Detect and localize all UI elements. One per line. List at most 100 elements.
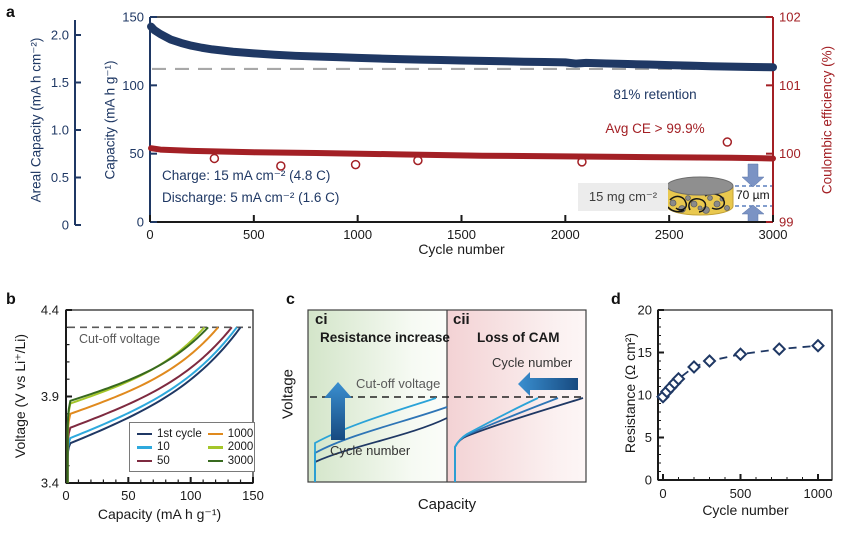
mass-loading-text: 15 mg cm⁻² xyxy=(588,189,658,204)
discharge-rate-annotation: Discharge: 5 mA cm⁻² (1.6 C) xyxy=(162,190,340,205)
panel-cii-label: cii xyxy=(453,311,470,328)
svg-text:2500: 2500 xyxy=(655,227,684,242)
capacity-axis-label: Capacity (mA h g⁻¹) xyxy=(102,60,118,180)
panel-b-label: b xyxy=(6,291,16,308)
areal-capacity-axis-label: Areal Capacity (mA h cm⁻²) xyxy=(28,37,44,203)
legend-swatch xyxy=(207,432,223,436)
svg-text:1.5: 1.5 xyxy=(51,75,69,90)
electrode-illustration xyxy=(666,163,772,223)
resistance-marker xyxy=(671,371,686,386)
panel-c-schematic xyxy=(307,309,587,483)
ce-outlier-marker xyxy=(577,157,587,167)
legend-swatch xyxy=(137,432,152,436)
charge-rate-annotation: Charge: 15 mA cm⁻² (4.8 C) xyxy=(162,168,331,183)
resistance-line xyxy=(662,344,819,398)
resistance-marker xyxy=(687,360,701,374)
svg-text:2.0: 2.0 xyxy=(51,28,69,43)
svg-text:15: 15 xyxy=(638,345,652,360)
svg-text:1.0: 1.0 xyxy=(51,123,69,138)
legend-item: 1st cycle xyxy=(137,428,202,440)
ce-outlier-marker xyxy=(350,159,361,170)
retention-annotation: 81% retention xyxy=(613,87,697,102)
svg-text:2000: 2000 xyxy=(551,227,580,242)
mass-loading-badge: 15 mg cm⁻² xyxy=(578,183,668,211)
legend-item: 3000 xyxy=(207,455,253,467)
left-arrow-icon xyxy=(518,372,578,396)
svg-text:0: 0 xyxy=(62,218,69,233)
legend-swatch xyxy=(207,446,223,449)
capacity-axis-label-b: Capacity (mA h g⁻¹) xyxy=(97,506,222,522)
svg-text:10: 10 xyxy=(638,388,652,403)
svg-text:0: 0 xyxy=(137,215,144,230)
svg-text:3.4: 3.4 xyxy=(41,476,59,491)
up-arrow-icon xyxy=(324,382,352,440)
svg-text:0.5: 0.5 xyxy=(51,170,69,185)
thickness-up-arrow-icon xyxy=(741,204,765,223)
svg-text:500: 500 xyxy=(243,227,265,242)
resistance-marker xyxy=(811,338,825,353)
cycle-number-annotation-ci: Cycle number xyxy=(330,443,411,458)
svg-text:0: 0 xyxy=(146,227,153,242)
svg-text:50: 50 xyxy=(121,488,135,503)
voltage-axis-label-b: Voltage (V vs Li⁺/Li) xyxy=(12,333,28,459)
resistance-marker xyxy=(702,354,717,368)
legend: 1st cycle 10 50 1000 2000 3000 xyxy=(129,422,255,472)
legend-item: 50 xyxy=(137,455,202,467)
thickness-annotation: 70 µm xyxy=(736,188,770,202)
discharge-capacity xyxy=(147,22,777,72)
svg-text:1000: 1000 xyxy=(343,227,372,242)
panel-d-label: d xyxy=(611,291,621,308)
coulombic-efficiency xyxy=(148,145,776,162)
svg-text:0: 0 xyxy=(62,488,69,503)
svg-text:99: 99 xyxy=(779,215,793,230)
svg-text:3.9: 3.9 xyxy=(41,389,59,404)
svg-text:100: 100 xyxy=(122,78,144,93)
legend-item: 10 xyxy=(137,441,202,453)
coulombic-efficiency-axis-label: Coulombic efficiency (%) xyxy=(819,45,835,195)
voltage-axis-label-c: Voltage xyxy=(279,368,297,420)
resistance-marker xyxy=(733,347,748,362)
resistance-marker xyxy=(772,342,787,357)
capacity-axis-label-c: Capacity xyxy=(417,496,477,513)
svg-text:5: 5 xyxy=(645,430,652,445)
avg-ce-annotation: Avg CE > 99.9% xyxy=(605,121,705,136)
svg-text:150: 150 xyxy=(242,488,264,503)
legend-swatch xyxy=(137,459,152,463)
panel-a-label: a xyxy=(6,4,15,21)
svg-text:102: 102 xyxy=(779,10,801,25)
svg-text:0: 0 xyxy=(645,473,652,488)
svg-text:1500: 1500 xyxy=(447,227,476,242)
legend-item: 1000 xyxy=(207,428,253,440)
cycle-number-annotation-cii: Cycle number xyxy=(492,355,573,370)
svg-text:4.4: 4.4 xyxy=(41,303,59,318)
ce-outlier-marker xyxy=(209,153,220,164)
ci-title: Resistance increase xyxy=(320,330,450,345)
legend-swatch xyxy=(137,446,152,449)
cutoff-voltage-annotation-ci: Cut-off voltage xyxy=(356,376,441,391)
legend-swatch xyxy=(207,459,223,463)
panel-c-label: c xyxy=(286,291,295,308)
svg-text:50: 50 xyxy=(130,146,144,161)
ce-outlier-marker xyxy=(413,155,423,166)
svg-text:101: 101 xyxy=(779,78,801,93)
resistance-axis-label: Resistance (Ω cm²) xyxy=(622,332,638,454)
panel-ci-label: ci xyxy=(315,311,328,328)
cycle-number-axis-label-d: Cycle number xyxy=(702,502,789,518)
ce-outlier-marker xyxy=(276,161,286,171)
svg-text:100: 100 xyxy=(180,488,202,503)
cycle-number-axis-label-a: Cycle number xyxy=(418,241,505,257)
svg-text:20: 20 xyxy=(638,303,652,318)
svg-text:3000: 3000 xyxy=(759,227,788,242)
ce-outlier-marker xyxy=(722,137,733,147)
svg-text:500: 500 xyxy=(730,486,752,501)
charge-curve-3000 xyxy=(66,326,209,483)
cutoff-voltage-annotation-b: Cut-off voltage xyxy=(79,332,161,346)
svg-text:150: 150 xyxy=(122,10,144,25)
svg-text:1000: 1000 xyxy=(804,486,833,501)
svg-text:100: 100 xyxy=(779,146,801,161)
cii-title: Loss of CAM xyxy=(477,330,560,345)
legend-item: 2000 xyxy=(207,441,253,453)
svg-text:0: 0 xyxy=(659,486,666,501)
